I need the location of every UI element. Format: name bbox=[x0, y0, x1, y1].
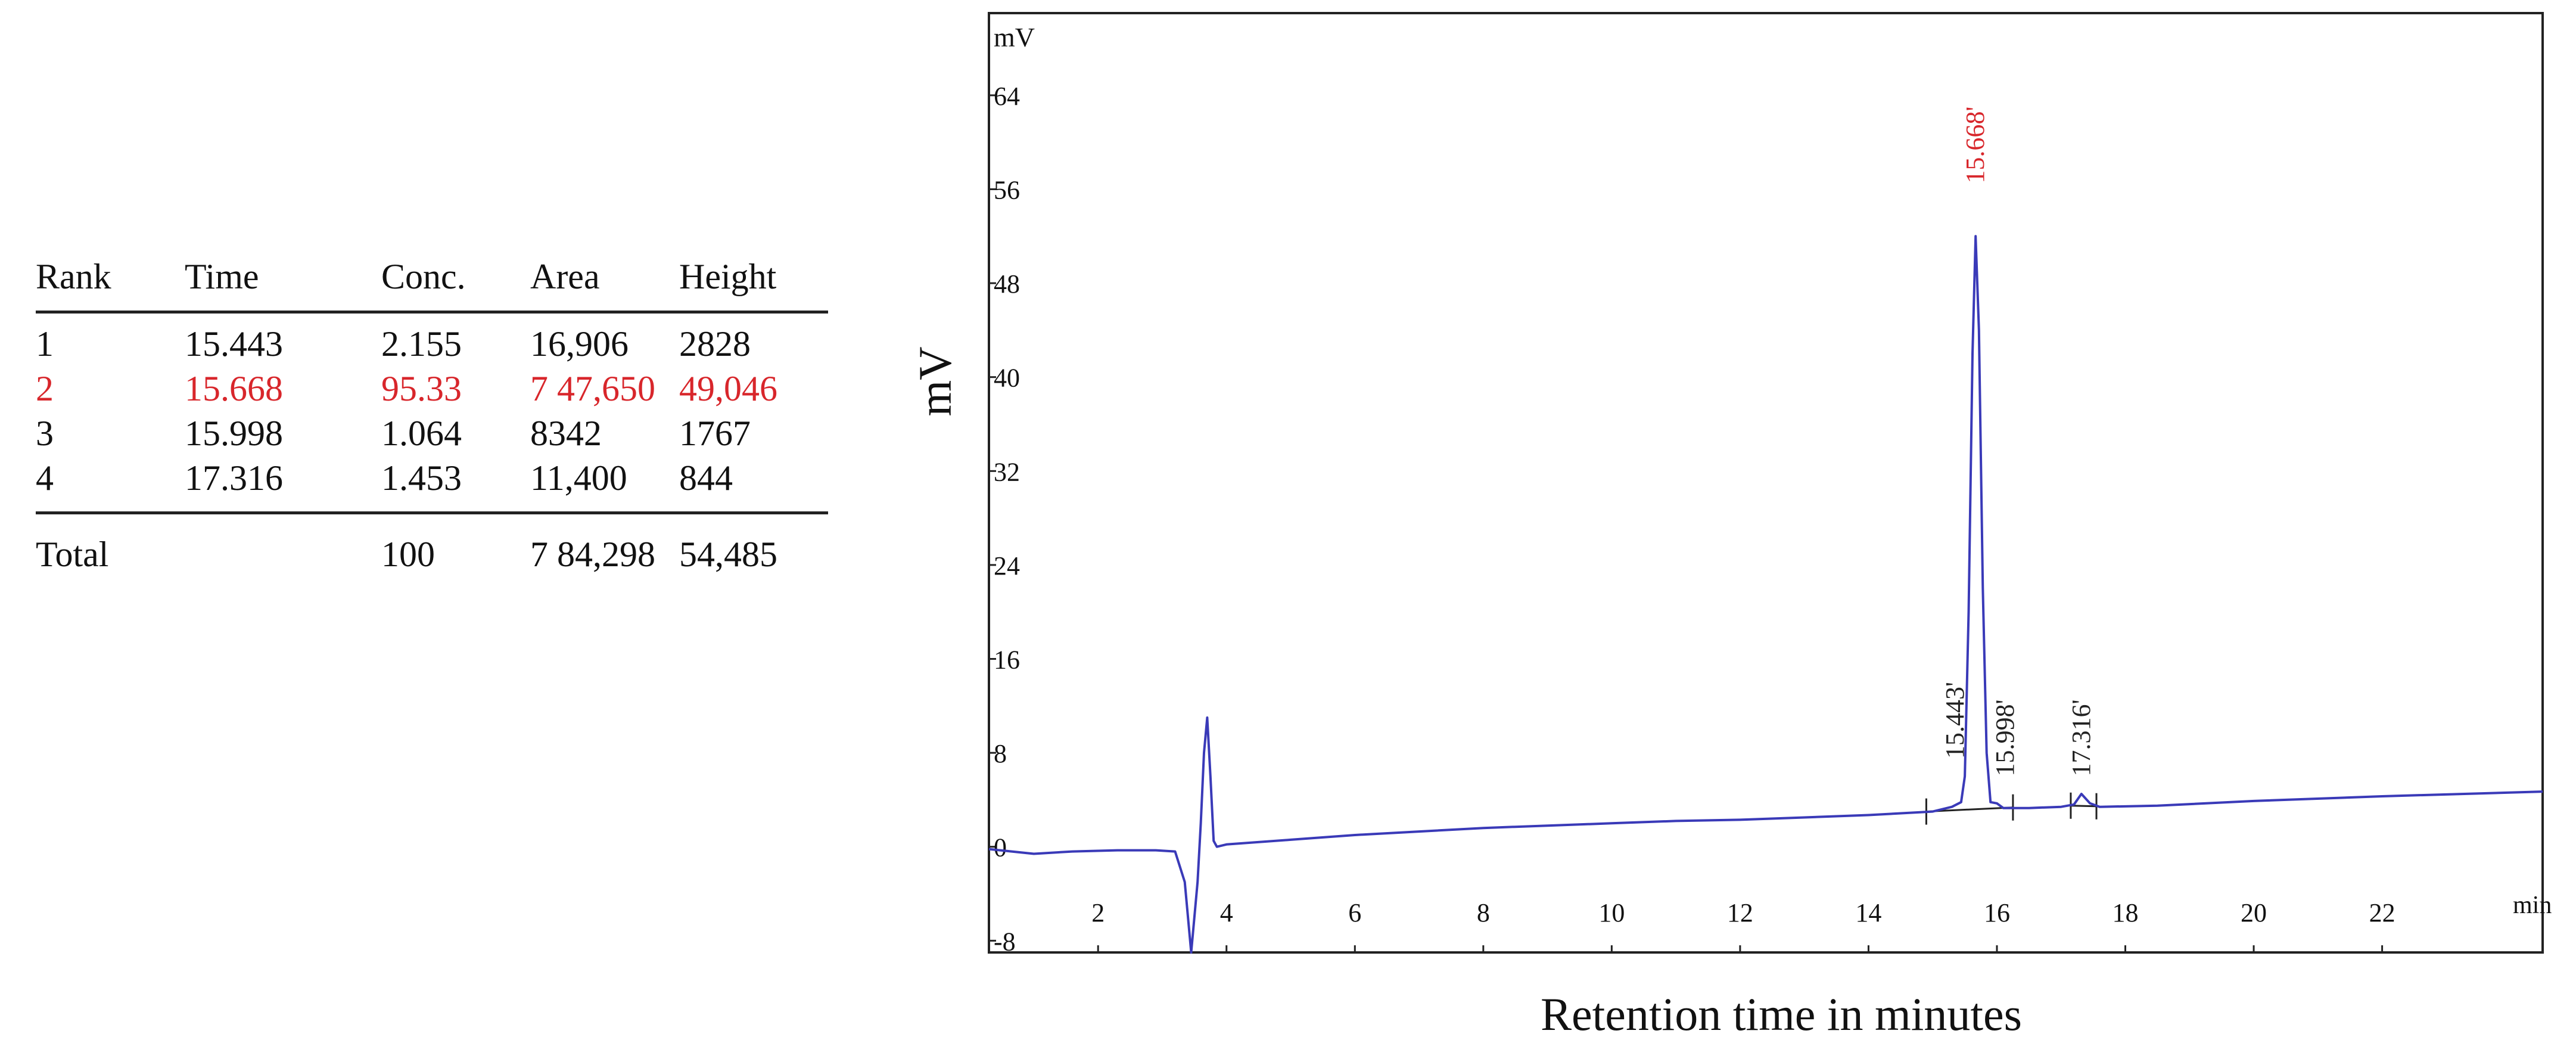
x-axis-title: Retention time in minutes bbox=[1541, 988, 2022, 1040]
y-axis-title: mV bbox=[909, 347, 961, 417]
x-tick-label: 14 bbox=[1855, 898, 1881, 927]
y-tick-label: 64 bbox=[994, 82, 1020, 111]
x-tick-label: 8 bbox=[1477, 898, 1490, 927]
x-tick-label: 4 bbox=[1220, 898, 1233, 927]
y-tick-label: 24 bbox=[994, 551, 1020, 581]
y-tick-label: 48 bbox=[994, 269, 1020, 299]
y-tick-label: 32 bbox=[994, 457, 1020, 486]
plot-frame bbox=[989, 13, 2543, 952]
peak-label: 15.998' bbox=[1990, 700, 2020, 777]
chromatogram-trace bbox=[989, 236, 2543, 952]
y-unit-label: mV bbox=[994, 22, 1035, 52]
x-tick-label: 16 bbox=[1984, 898, 2010, 927]
y-tick-label: -8 bbox=[994, 927, 1016, 956]
y-tick-label: 56 bbox=[994, 176, 1020, 205]
x-axis: 2 4 6 8 10 12 14 16 18 20 22 bbox=[1091, 898, 2395, 952]
x-tick-label: 6 bbox=[1348, 898, 1361, 927]
x-tick-label: 22 bbox=[2369, 898, 2395, 927]
x-tick-label: 18 bbox=[2113, 898, 2139, 927]
y-tick-label: 40 bbox=[994, 364, 1020, 393]
y-axis: -8 0 8 16 24 32 40 48 56 64 bbox=[989, 82, 1020, 956]
peak-label: 17.316' bbox=[2067, 700, 2096, 777]
x-tick-label: 2 bbox=[1091, 898, 1105, 927]
y-tick-label: 16 bbox=[994, 645, 1020, 675]
x-tick-label: 20 bbox=[2241, 898, 2267, 927]
x-unit-label: min bbox=[2513, 892, 2552, 919]
peak-label: 15.443' bbox=[1940, 682, 1970, 759]
y-tick-label: 0 bbox=[994, 833, 1007, 862]
y-tick-label: 8 bbox=[994, 739, 1007, 768]
x-tick-label: 10 bbox=[1598, 898, 1625, 927]
peak-label: 15.668' bbox=[1961, 107, 1990, 184]
peak-labels: 15.668' 15.443' 15.998' 17.316' bbox=[1940, 107, 2096, 777]
x-tick-label: 12 bbox=[1727, 898, 1753, 927]
